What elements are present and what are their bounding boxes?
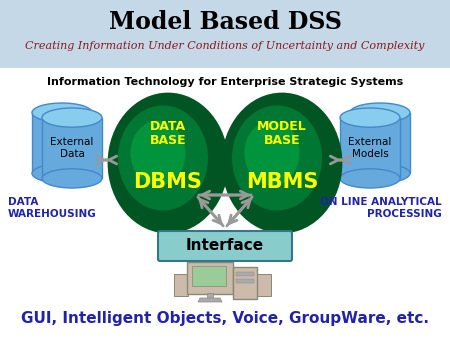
- Text: DATA
WAREHOUSING: DATA WAREHOUSING: [8, 197, 97, 219]
- Ellipse shape: [232, 105, 322, 211]
- Ellipse shape: [32, 164, 92, 183]
- Polygon shape: [207, 293, 213, 298]
- Text: Creating Information Under Conditions of Uncertainty and Complexity: Creating Information Under Conditions of…: [25, 41, 425, 51]
- Text: External
Models: External Models: [348, 137, 392, 159]
- Text: DBMS: DBMS: [134, 172, 202, 192]
- Text: Information Technology for Enterprise Strategic Systems: Information Technology for Enterprise St…: [47, 77, 403, 87]
- Ellipse shape: [350, 164, 410, 183]
- Ellipse shape: [130, 121, 185, 186]
- Text: External
Data: External Data: [50, 137, 94, 159]
- Polygon shape: [236, 279, 254, 283]
- FancyBboxPatch shape: [187, 262, 233, 294]
- Ellipse shape: [42, 169, 102, 188]
- FancyBboxPatch shape: [174, 274, 188, 296]
- FancyBboxPatch shape: [0, 68, 450, 338]
- FancyBboxPatch shape: [192, 266, 226, 286]
- Text: DATA
BASE: DATA BASE: [150, 120, 186, 146]
- Ellipse shape: [32, 103, 92, 122]
- Text: GUI, Intelligent Objects, Voice, GroupWare, etc.: GUI, Intelligent Objects, Voice, GroupWa…: [21, 311, 429, 325]
- Text: Model Based DSS: Model Based DSS: [108, 10, 342, 34]
- FancyBboxPatch shape: [257, 274, 271, 296]
- Polygon shape: [350, 113, 410, 173]
- Ellipse shape: [118, 105, 208, 211]
- Polygon shape: [340, 118, 400, 178]
- Ellipse shape: [42, 108, 102, 127]
- FancyBboxPatch shape: [0, 0, 450, 68]
- Ellipse shape: [244, 121, 300, 186]
- Polygon shape: [198, 298, 222, 302]
- Ellipse shape: [340, 108, 400, 127]
- Ellipse shape: [223, 94, 341, 232]
- Polygon shape: [32, 113, 92, 173]
- Text: MBMS: MBMS: [246, 172, 318, 192]
- Ellipse shape: [350, 103, 410, 122]
- Text: ON LINE ANALYTICAL
PROCESSING: ON LINE ANALYTICAL PROCESSING: [320, 197, 442, 219]
- Polygon shape: [236, 272, 254, 276]
- FancyBboxPatch shape: [158, 231, 292, 261]
- Ellipse shape: [109, 94, 227, 232]
- Text: Interface: Interface: [186, 239, 264, 254]
- Polygon shape: [42, 118, 102, 178]
- Text: MODEL
BASE: MODEL BASE: [257, 120, 307, 146]
- FancyBboxPatch shape: [233, 267, 257, 299]
- Ellipse shape: [340, 169, 400, 188]
